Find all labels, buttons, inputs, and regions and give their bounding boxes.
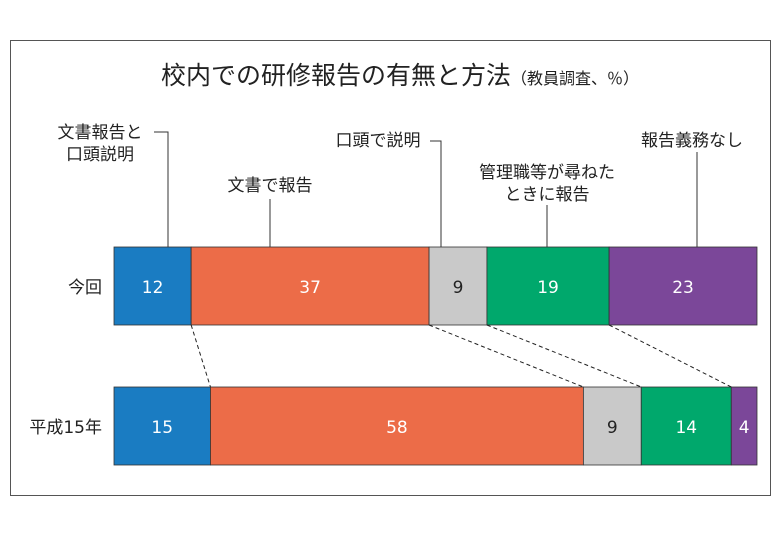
connector-line — [486, 324, 642, 388]
connector-line — [190, 324, 211, 388]
chart-title: 校内での研修報告の有無と方法（教員調査、％） — [161, 61, 639, 90]
data-label: 37 — [299, 278, 321, 298]
bar-segment — [608, 246, 758, 326]
connector-line — [608, 324, 732, 388]
bar-segment — [730, 386, 758, 466]
category-label: 平成15年 — [29, 418, 102, 438]
series-label: 文書報告と — [58, 123, 143, 143]
series-label: 口頭説明 — [66, 145, 134, 165]
data-label: 9 — [607, 418, 618, 438]
category-label: 今回 — [68, 278, 102, 298]
bar-segment — [113, 386, 211, 466]
bar-segment — [640, 386, 732, 466]
data-label: 9 — [453, 278, 464, 298]
bar-segment — [582, 386, 642, 466]
data-label: 15 — [151, 418, 173, 438]
bar-segment — [113, 246, 192, 326]
data-label: 14 — [675, 418, 697, 438]
series-label: 管理職等が尋ねた — [479, 163, 615, 183]
series-label: 報告義務なし — [641, 131, 743, 151]
data-label: 23 — [672, 278, 694, 298]
data-label: 58 — [386, 418, 408, 438]
bar-segment — [190, 246, 430, 326]
bar-segment — [486, 246, 610, 326]
data-label: 4 — [739, 418, 750, 438]
leader-line — [154, 131, 169, 247]
data-label: 19 — [537, 278, 559, 298]
series-label: ときに報告 — [505, 185, 590, 205]
connector-line — [428, 324, 584, 388]
series-label: 口頭で説明 — [336, 131, 421, 151]
leader-line — [430, 140, 442, 247]
data-label: 12 — [142, 278, 164, 298]
series-label: 文書で報告 — [228, 176, 313, 196]
chart-frame — [10, 40, 771, 496]
bar-segment — [210, 386, 584, 466]
